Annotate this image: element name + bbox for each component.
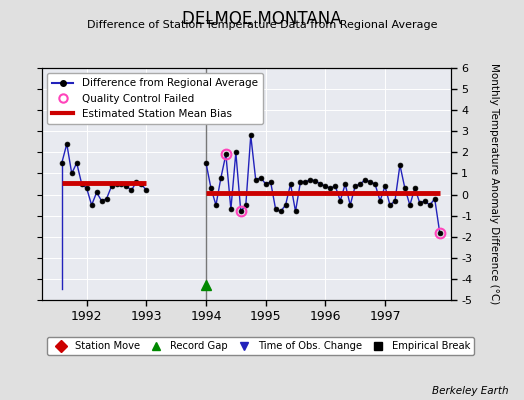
Text: Berkeley Earth: Berkeley Earth (432, 386, 508, 396)
Legend: Difference from Regional Average, Quality Control Failed, Estimated Station Mean: Difference from Regional Average, Qualit… (47, 73, 263, 124)
Legend: Station Move, Record Gap, Time of Obs. Change, Empirical Break: Station Move, Record Gap, Time of Obs. C… (47, 337, 474, 355)
Y-axis label: Monthly Temperature Anomaly Difference (°C): Monthly Temperature Anomaly Difference (… (489, 63, 499, 305)
Text: DELMOE MONTANA: DELMOE MONTANA (182, 10, 342, 28)
Text: Difference of Station Temperature Data from Regional Average: Difference of Station Temperature Data f… (87, 20, 437, 30)
